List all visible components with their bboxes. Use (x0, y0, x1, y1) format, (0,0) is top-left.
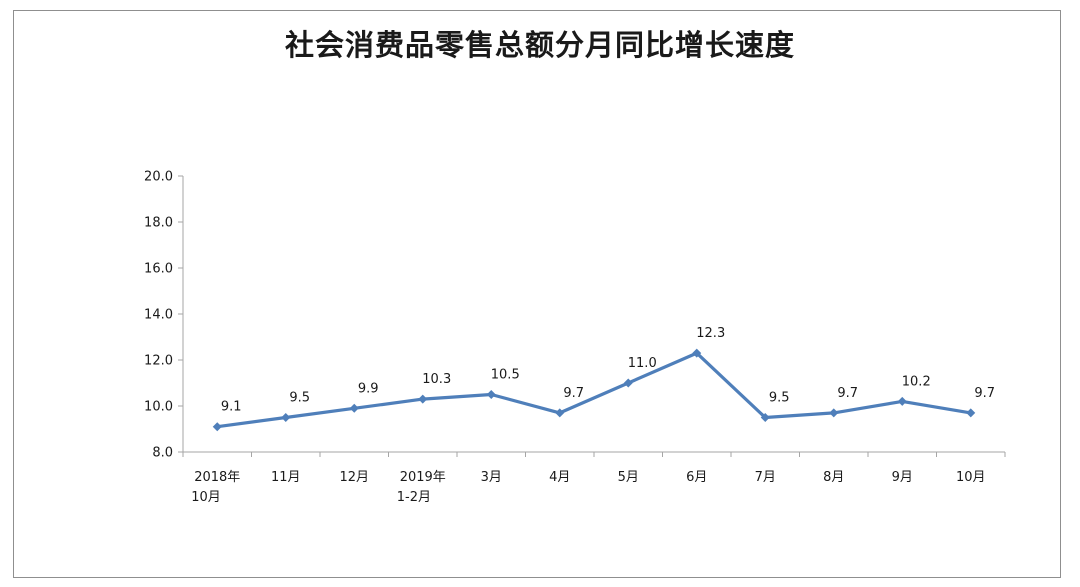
data-point-marker (281, 413, 291, 422)
y-tick-labels: 8.0 10.0 12.0 14.0 16.0 18.0 20.0 (144, 170, 173, 461)
y-tick-label: 18.0 (144, 216, 173, 231)
data-label: 9.1 (221, 400, 242, 415)
data-label: 9.9 (358, 381, 379, 396)
chart-frame (13, 10, 1061, 578)
x-category-label: 9月 (892, 470, 913, 485)
data-point-marker (212, 422, 222, 432)
chart-axes (178, 175, 1006, 457)
data-point-marker (760, 413, 770, 422)
data-label: 10.2 (902, 374, 931, 389)
x-category-label: 1-2月 (397, 490, 431, 505)
x-category-label: 10月 (956, 470, 986, 485)
x-category-label: 8月 (823, 470, 844, 485)
data-label: 9.7 (837, 386, 858, 401)
data-label: 9.5 (769, 391, 790, 406)
data-label: 9.7 (974, 386, 995, 401)
x-category-label: 2019年 (400, 470, 446, 485)
data-point-marker (418, 394, 428, 404)
y-tick-label: 20.0 (144, 170, 173, 185)
x-category-label: 5月 (618, 470, 639, 485)
y-tick-label: 10.0 (144, 400, 173, 415)
data-point-marker (966, 408, 976, 418)
data-point-marker (623, 378, 633, 388)
chart-title: 社会消费品零售总额分月同比增长速度 (284, 28, 795, 62)
x-category-label: 2018年 (194, 470, 240, 485)
data-label: 9.5 (289, 391, 310, 406)
data-point-marker (692, 348, 702, 358)
x-category-label: 7月 (755, 470, 776, 485)
data-label: 10.3 (422, 372, 451, 387)
data-label: 11.0 (628, 356, 657, 371)
x-category-label: 12月 (339, 470, 369, 485)
data-point-marker (555, 408, 565, 418)
x-category-label: 3月 (481, 470, 502, 485)
data-point-marker (349, 403, 359, 413)
y-tick-label: 16.0 (144, 262, 173, 277)
series-line (217, 351, 972, 429)
series-group (212, 348, 976, 432)
x-category-label: 11月 (271, 470, 301, 485)
y-tick-label: 12.0 (144, 354, 173, 369)
x-category-labels: 2018年 10月 11月 12月 2019年 1-2月 3月 4月 5月 6月 7月 8月 9月 10月 (191, 470, 985, 505)
x-category-label: 10月 (191, 490, 221, 505)
y-tick-label: 8.0 (152, 446, 173, 461)
data-label: 12.3 (696, 326, 725, 341)
data-point-marker (897, 396, 907, 406)
data-label: 10.5 (491, 368, 520, 383)
data-label: 9.7 (563, 386, 584, 401)
data-labels: 9.1 9.5 9.9 10.3 10.5 9.7 11.0 12.3 9.5 9.7 10.2 9.… (221, 326, 995, 415)
data-point-marker (829, 408, 839, 418)
x-category-label: 4月 (549, 470, 570, 485)
data-point-marker (486, 390, 496, 399)
y-tick-label: 14.0 (144, 308, 173, 323)
x-category-label: 6月 (686, 470, 707, 485)
